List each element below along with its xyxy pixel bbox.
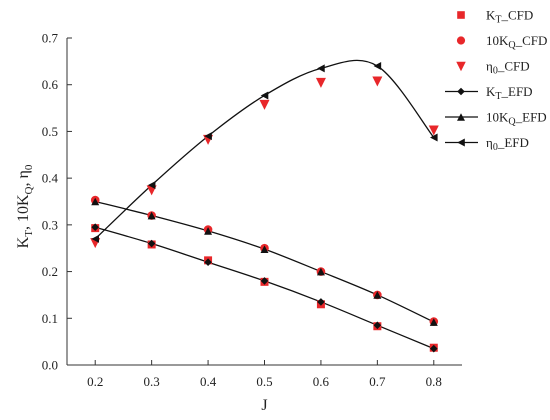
legend-label-suffix: _EFD [501,84,533,99]
x-tick-label-6: 0.8 [426,374,442,389]
y-label-part-3: Q [23,186,35,194]
legend-item-10kq-efd: 10KQ_EFD [445,110,547,128]
point-kt-efd-1 [147,239,156,248]
x-tick-label-0: 0.2 [87,374,103,389]
series-line-0-efd [94,59,435,240]
point-0-efd-3 [260,91,269,100]
legend-label-10kq-cfd: 10KQ_CFD [486,33,547,51]
legend-marker-0-cfd [456,61,466,72]
legend-label-sub: T [495,15,501,26]
point-0-cfd-3 [259,99,270,110]
y-label-part-1: T [23,230,35,237]
point-10kq-efd-6 [429,318,438,326]
legend-label-suffix: _CFD [501,8,534,23]
legend-label-sub: Q [508,117,516,128]
legend-marker-10kq-cfd [456,36,466,45]
y-tick-label-2: 0.2 [42,264,58,279]
legend-label-suffix: _CFD [515,33,548,48]
point-0-efd-0 [91,234,100,243]
point-0-efd-1 [147,181,156,190]
point-kt-efd-6 [429,344,438,353]
y-tick-label-0: 0.0 [42,358,58,373]
x-tick-label-2: 0.4 [200,374,217,389]
y-tick-label-1: 0.1 [42,311,58,326]
x-axis-label: J [261,397,267,414]
legend-item-0-cfd: η0_CFD [456,59,530,77]
y-label-part-2: , 10K [15,194,32,230]
x-tick-label-5: 0.7 [369,374,386,389]
y-label-part-0: K [15,236,32,248]
point-kt-efd-3 [260,277,269,285]
legend-label-10kq-efd: 10KQ_EFD [486,110,547,128]
y-tick-label-6: 0.6 [42,77,59,92]
y-label-part-4: , η [15,170,32,186]
legend-label-suffix: _CFD [497,59,530,74]
point-0-cfd-5 [372,76,383,87]
legend-label-sub: 0 [493,66,498,77]
point-0-cfd-6 [428,125,439,136]
point-0-cfd-4 [315,77,326,88]
legend-label-sub: 0 [493,142,498,153]
plot-area [90,59,439,353]
legend-label-suffix: _EFD [497,135,529,150]
y-axis-label: KT, 10KQ, η0 [15,164,35,248]
series-line-10kq-efd [95,200,435,323]
point-kt-efd-2 [204,258,212,267]
x-tick-label-1: 0.3 [144,374,160,389]
point-kt-efd-4 [317,298,325,306]
point-0-efd-6 [429,133,438,142]
y-label-part-5: 0 [23,164,35,170]
point-10kq-efd-3 [260,245,269,253]
y-tick-label-7: 0.7 [42,31,59,46]
legend-label-main: K [486,8,496,23]
legend-label-0-efd: η0_EFD [486,135,529,153]
legend-marker-kt-efd [457,87,465,96]
point-10kq-efd-1 [147,211,156,220]
y-tick-label-4: 0.4 [42,171,59,186]
y-tick-label-5: 0.5 [42,124,58,139]
point-kt-efd-0 [91,223,100,231]
point-kt-efd-5 [373,321,382,330]
legend-item-kt-efd: KT_EFD [445,84,533,102]
x-tick-label-4: 0.6 [313,374,330,389]
legend-item-kt-cfd: KT_CFD [457,8,533,26]
point-10kq-efd-5 [373,291,382,299]
legend-label-sub: Q [508,40,516,51]
x-tick-label-3: 0.5 [256,374,272,389]
legend-marker-kt-cfd [457,11,465,19]
legend-item-10kq-cfd: 10KQ_CFD [456,33,547,51]
legend-item-0-efd: η0_EFD [445,135,529,153]
legend-label-0-cfd: η0_CFD [486,59,530,77]
legend-marker-10kq-efd [457,113,465,121]
y-tick-label-3: 0.3 [42,217,58,232]
legend-label-kt-cfd: KT_CFD [486,8,533,26]
legend-label-main: 10K [486,110,509,125]
legend-label-main: η [486,59,493,74]
point-10kq-efd-0 [91,197,100,206]
point-10kq-efd-4 [316,267,325,276]
legend-label-sub: T [495,91,501,102]
point-0-efd-5 [373,62,382,71]
point-0-efd-2 [204,132,212,141]
legend-label-main: η [486,135,493,150]
legend-label-kt-efd: KT_EFD [486,84,533,102]
legend-label-main: K [486,84,496,99]
point-10kq-efd-2 [204,227,213,235]
legend-label-suffix: _EFD [515,110,547,125]
legend-label-main: 10K [486,33,509,48]
point-0-efd-4 [317,64,325,73]
axes: 0.0 0.1 0.2 0.3 0.4 0.5 0.6 0.7 0.2 0.3 0.4 0.5 0.6 0… [42,31,462,389]
legend-marker-0-efd [457,138,465,147]
